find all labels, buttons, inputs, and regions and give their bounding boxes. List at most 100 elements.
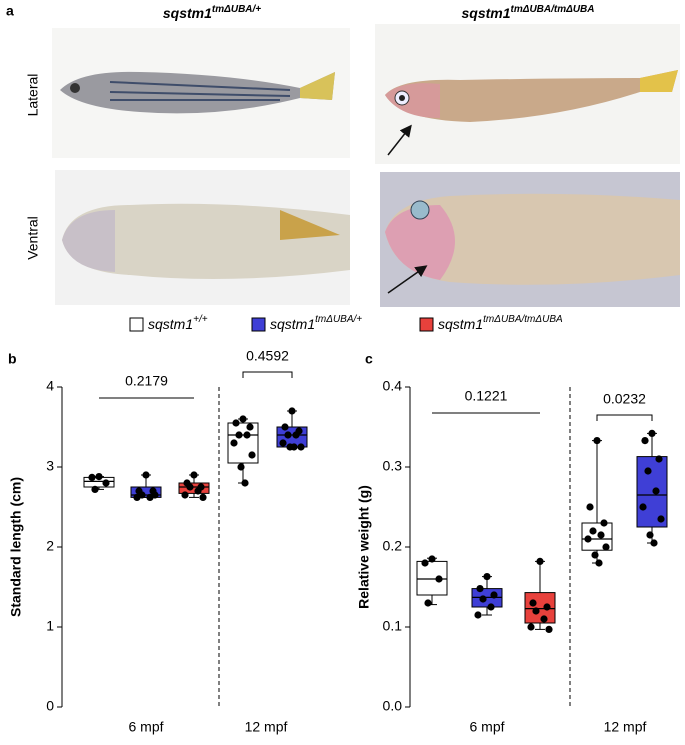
- y-tick-label: 1: [46, 618, 54, 634]
- data-point: [421, 559, 429, 567]
- data-point: [243, 431, 251, 439]
- legend-name: sqstm1: [148, 316, 193, 332]
- photo: [375, 24, 680, 164]
- data-point: [657, 515, 665, 523]
- legend: sqstm1+/+ sqstm1tmΔUBA/+ sqstm1tmΔUBA/tmΔU…: [129, 314, 563, 332]
- data-point: [88, 473, 96, 481]
- data-point: [241, 479, 249, 487]
- data-point: [476, 585, 484, 593]
- legend-swatch: [419, 317, 434, 332]
- photo: [55, 170, 350, 305]
- data-point: [593, 437, 601, 445]
- x-tick-label: 12 mpf: [245, 719, 288, 735]
- gene: sqstm1: [163, 5, 212, 21]
- genotype: tmΔUBA/+: [212, 4, 261, 15]
- data-point: [529, 599, 537, 607]
- y-tick-label: 0.0: [383, 698, 403, 714]
- photo: [380, 172, 680, 307]
- x-tick-label: 6 mpf: [469, 719, 504, 735]
- y-axis-label: Relative weight (g): [356, 485, 372, 609]
- y-tick-label: 0.2: [383, 538, 403, 554]
- data-point: [133, 493, 141, 501]
- data-point: [248, 451, 256, 459]
- data-point: [602, 543, 610, 551]
- legend-label: sqstm1tmΔUBA/tmΔUBA: [438, 314, 563, 332]
- data-point: [199, 493, 207, 501]
- y-tick-label: 2: [46, 538, 54, 554]
- data-point: [279, 439, 287, 447]
- data-point: [652, 487, 660, 495]
- panel-label: c: [365, 351, 373, 367]
- data-point: [186, 483, 194, 491]
- y-tick-label: 0: [46, 698, 54, 714]
- data-point: [190, 471, 198, 479]
- legend-genotype: +/+: [193, 314, 208, 325]
- data-point: [428, 555, 436, 563]
- data-point: [474, 611, 482, 619]
- data-point: [281, 423, 289, 431]
- x-tick-label: 12 mpf: [604, 719, 647, 735]
- data-point: [284, 431, 292, 439]
- data-point: [490, 591, 498, 599]
- data-point: [435, 575, 443, 583]
- row-label: Ventral: [25, 216, 41, 260]
- x-tick-label: 6 mpf: [128, 719, 163, 735]
- y-tick-label: 3: [46, 458, 54, 474]
- data-point: [655, 455, 663, 463]
- legend-swatch: [251, 317, 266, 332]
- data-point: [95, 473, 103, 481]
- p-value: 0.4592: [246, 348, 289, 364]
- data-point: [91, 485, 99, 493]
- data-point: [644, 467, 652, 475]
- panel-label: b: [8, 351, 17, 367]
- data-point: [483, 573, 491, 581]
- legend-name: sqstm1: [270, 316, 315, 332]
- p-value: 0.0232: [603, 391, 646, 407]
- data-point: [648, 429, 656, 437]
- data-point: [597, 531, 605, 539]
- y-tick-label: 4: [46, 378, 54, 394]
- data-point: [142, 471, 150, 479]
- data-point: [479, 595, 487, 603]
- data-point: [102, 479, 110, 487]
- data-point: [194, 487, 202, 495]
- data-point: [591, 551, 599, 559]
- data-point: [487, 603, 495, 611]
- data-point: [595, 559, 603, 567]
- data-point: [232, 419, 240, 427]
- data-point: [545, 625, 553, 634]
- data-point: [246, 423, 254, 431]
- data-point: [532, 607, 540, 615]
- photo: [52, 28, 350, 158]
- data-point: [584, 535, 592, 543]
- data-point: [290, 443, 298, 451]
- data-point: [239, 415, 247, 423]
- data-point: [527, 623, 535, 631]
- genotype: tmΔUBA/tmΔUBA: [511, 4, 595, 15]
- data-point: [646, 531, 654, 539]
- column-title: sqstm1tmΔUBA/+: [163, 4, 261, 21]
- y-tick-label: 0.1: [383, 618, 403, 634]
- legend-genotype: tmΔUBA/tmΔUBA: [483, 314, 563, 325]
- significance-bracket: [242, 371, 293, 378]
- significance-bracket: [596, 414, 653, 421]
- data-point: [292, 431, 300, 439]
- data-point: [586, 503, 594, 511]
- data-point: [543, 603, 551, 611]
- legend-swatch: [129, 317, 144, 332]
- gene: sqstm1: [461, 5, 510, 21]
- box: [636, 456, 668, 528]
- data-point: [151, 491, 159, 499]
- box: [178, 482, 210, 494]
- data-point: [589, 527, 597, 535]
- p-value: 0.1221: [465, 388, 508, 404]
- legend-label: sqstm1+/+: [148, 314, 208, 332]
- data-point: [650, 539, 658, 547]
- data-point: [540, 615, 548, 623]
- data-point: [181, 491, 189, 499]
- p-value: 0.2179: [125, 373, 168, 389]
- data-point: [639, 503, 647, 511]
- data-point: [600, 519, 608, 527]
- row-label: Lateral: [25, 74, 41, 117]
- data-point: [536, 557, 544, 566]
